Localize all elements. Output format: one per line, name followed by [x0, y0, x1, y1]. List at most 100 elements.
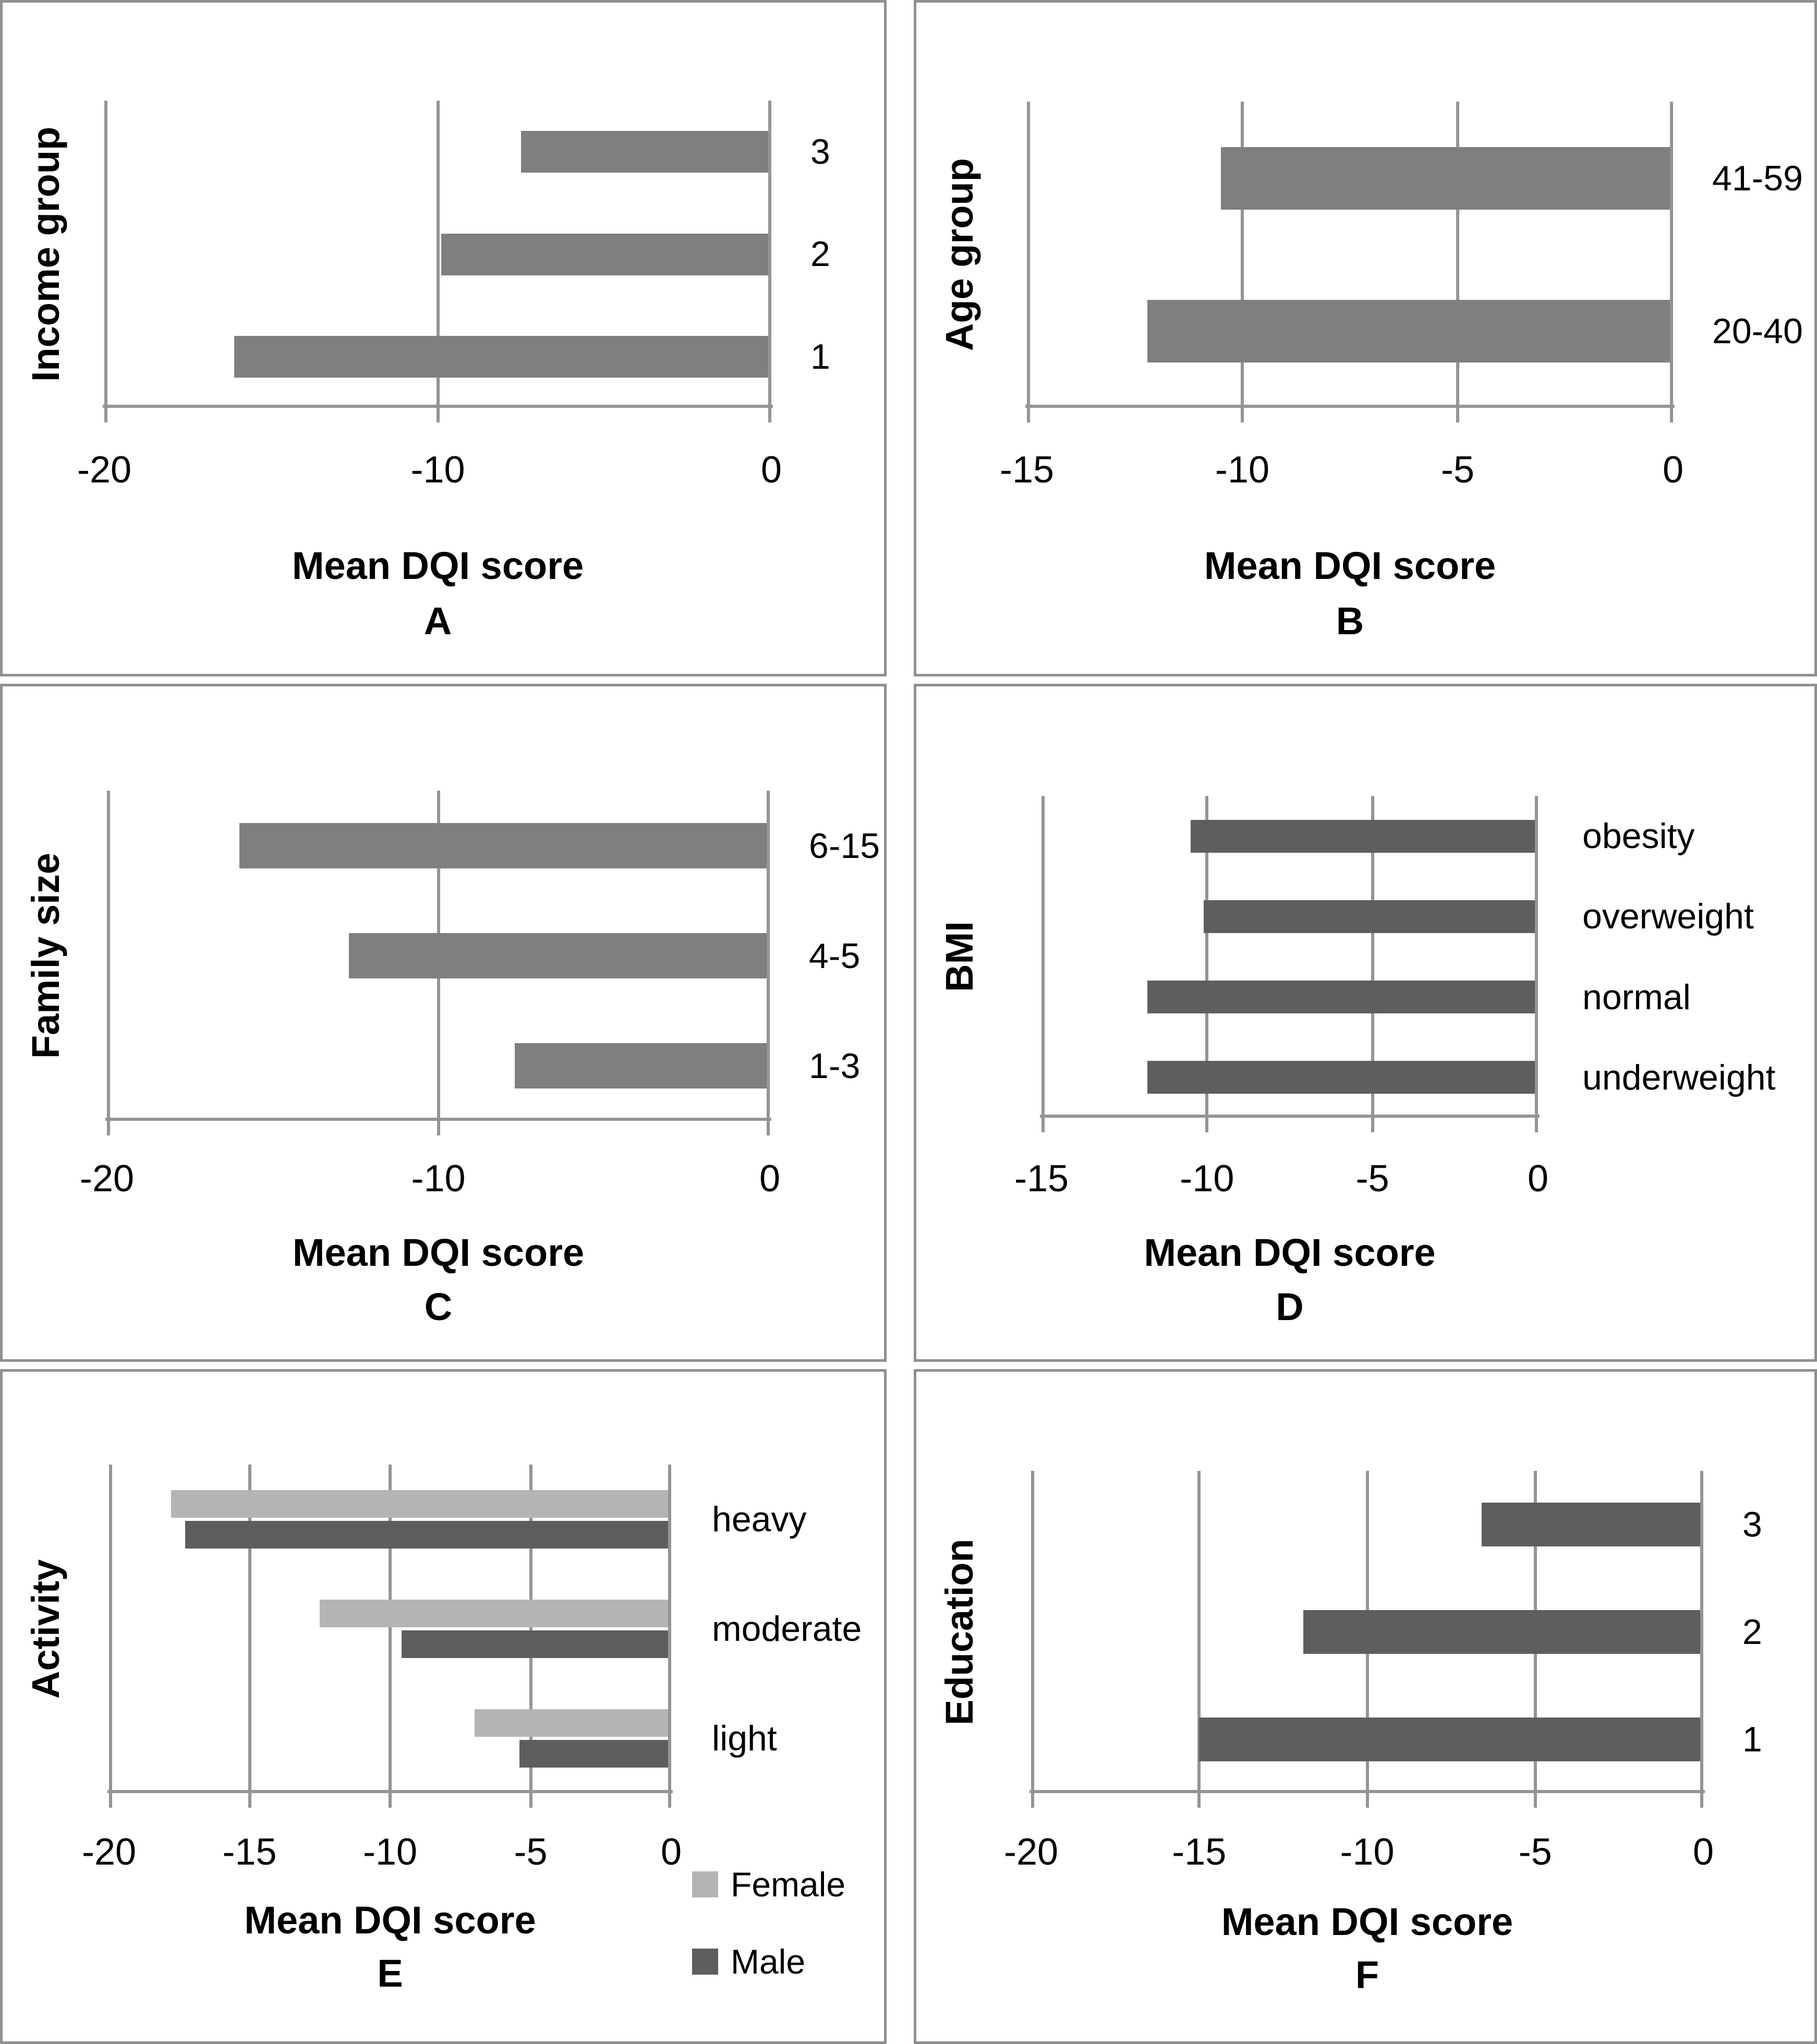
bar-underweight: [1147, 1061, 1538, 1094]
axis-tick-mark: [1027, 408, 1030, 422]
y-axis-line: [1027, 102, 1030, 408]
axis-tick-mark: [437, 1121, 440, 1135]
bar-male-light: [519, 1740, 671, 1768]
y-axis-title: Activity: [24, 1559, 67, 1699]
axis-tick-mark: [1456, 408, 1459, 422]
bar-male-moderate: [401, 1630, 671, 1658]
zero-axis-line: [768, 101, 771, 408]
category-label: moderate: [712, 1609, 862, 1649]
panel-letter: C: [424, 1285, 453, 1328]
axis-tick-mark: [109, 1793, 112, 1808]
category-label: obesity: [1582, 816, 1695, 856]
x-tick-label: -15: [1014, 1158, 1069, 1200]
y-axis-title: Age group: [938, 158, 981, 352]
category-label: underweight: [1582, 1057, 1776, 1097]
category-label: 1-3: [809, 1046, 861, 1086]
bar-20-40: [1147, 300, 1673, 362]
axis-tick-mark: [529, 1793, 532, 1808]
axis-tick-mark: [1197, 1793, 1201, 1808]
chart-panel-d: BMI obesity overweight normal underweight -…: [914, 684, 1817, 1362]
axis-tick-mark: [1535, 1118, 1538, 1132]
y-axis-line: [104, 101, 107, 408]
x-tick-label: -20: [77, 449, 132, 491]
category-labels: 41-59 20-40: [1712, 102, 1807, 408]
chart-panel-c: Family size 6-15 4-5 1-3 -20 -10 0 Mean DQI …: [0, 684, 887, 1362]
plot-area: [105, 791, 771, 1135]
y-axis-title: Education: [938, 1539, 981, 1725]
gridline: [389, 1465, 392, 1793]
x-axis-line: [103, 405, 773, 408]
male-series-swatch: [692, 1949, 718, 1975]
x-axis-title: Mean DQI score: [1144, 1231, 1436, 1274]
plot-area: [103, 101, 773, 422]
gridline: [248, 1465, 251, 1793]
x-tick-label: 0: [660, 1831, 682, 1873]
y-axis-line: [1041, 796, 1045, 1118]
bar-3: [521, 131, 771, 173]
bar-2: [441, 234, 771, 275]
x-tick-label: -10: [1215, 449, 1270, 491]
category-label: 20-40: [1712, 311, 1803, 352]
bar-normal: [1147, 981, 1538, 1013]
bar-6-15: [239, 823, 770, 868]
x-tick-label: 0: [760, 449, 782, 491]
gridline: [436, 101, 440, 408]
zero-axis-line: [668, 1465, 671, 1793]
x-tick-label: -20: [81, 1831, 137, 1873]
bar-2: [1303, 1610, 1703, 1654]
category-label: overweight: [1582, 897, 1754, 937]
axis-tick-mark: [1700, 1793, 1703, 1808]
category-label: 1: [1742, 1720, 1762, 1759]
legend-label: Male: [731, 1942, 806, 1981]
x-axis-title: Mean DQI score: [1221, 1900, 1513, 1943]
axis-tick-mark: [436, 408, 440, 422]
category-labels: 3 2 1: [810, 101, 876, 408]
axis-tick-mark: [768, 408, 771, 422]
category-label: 41-59: [1712, 158, 1803, 198]
category-label: 2: [810, 234, 830, 274]
bar-3: [1481, 1503, 1703, 1546]
category-label: 4-5: [809, 936, 861, 976]
bar-male-heavy: [185, 1521, 671, 1549]
bar-female-heavy: [171, 1490, 671, 1518]
x-tick-label: -20: [1003, 1831, 1059, 1873]
x-axis-line: [107, 1790, 673, 1793]
gridline: [1197, 1471, 1201, 1793]
x-axis-line: [105, 1118, 771, 1121]
axis-tick-mark: [1365, 1793, 1369, 1808]
x-tick-label: -5: [1518, 1831, 1552, 1873]
bar-4-5: [348, 933, 770, 978]
x-axis-title: Mean DQI score: [1204, 544, 1496, 587]
x-axis-tick-labels: -20 -15 -10 -5 0: [82, 1831, 682, 1878]
axis-tick-mark: [248, 1793, 251, 1808]
x-tick-label: -10: [362, 1831, 418, 1873]
x-axis-tick-labels: -20 -10 0: [77, 449, 782, 495]
legend: Female Male: [692, 1865, 845, 1981]
panel-letter: A: [423, 599, 452, 643]
axis-tick-mark: [1041, 1118, 1045, 1132]
x-axis-line: [1029, 1790, 1705, 1793]
x-tick-label: -20: [79, 1158, 135, 1200]
chart-panel-e: Activity heavy moderate light -20 -15 -10 -5 0…: [0, 1369, 887, 2044]
category-label: heavy: [712, 1499, 807, 1539]
bar-female-moderate: [320, 1600, 671, 1627]
gridline: [1241, 102, 1244, 408]
x-tick-label: -5: [1440, 449, 1475, 491]
x-tick-label: 0: [759, 1158, 781, 1200]
axis-tick-mark: [1533, 1793, 1537, 1808]
y-axis-line: [1031, 1471, 1034, 1793]
legend-label: Female: [731, 1865, 846, 1904]
axis-tick-mark: [1241, 408, 1244, 422]
bar-41-59: [1220, 147, 1673, 210]
zero-axis-line: [1535, 796, 1538, 1118]
axis-tick-mark: [1205, 1118, 1209, 1132]
x-tick-label: 0: [1692, 1831, 1714, 1873]
gridline: [1205, 796, 1209, 1118]
axis-tick-mark: [389, 1793, 392, 1808]
panel-letter: F: [1355, 1953, 1379, 1997]
x-axis-line: [1040, 1115, 1540, 1118]
category-label: 1: [810, 336, 830, 377]
x-tick-label: -5: [514, 1831, 548, 1873]
